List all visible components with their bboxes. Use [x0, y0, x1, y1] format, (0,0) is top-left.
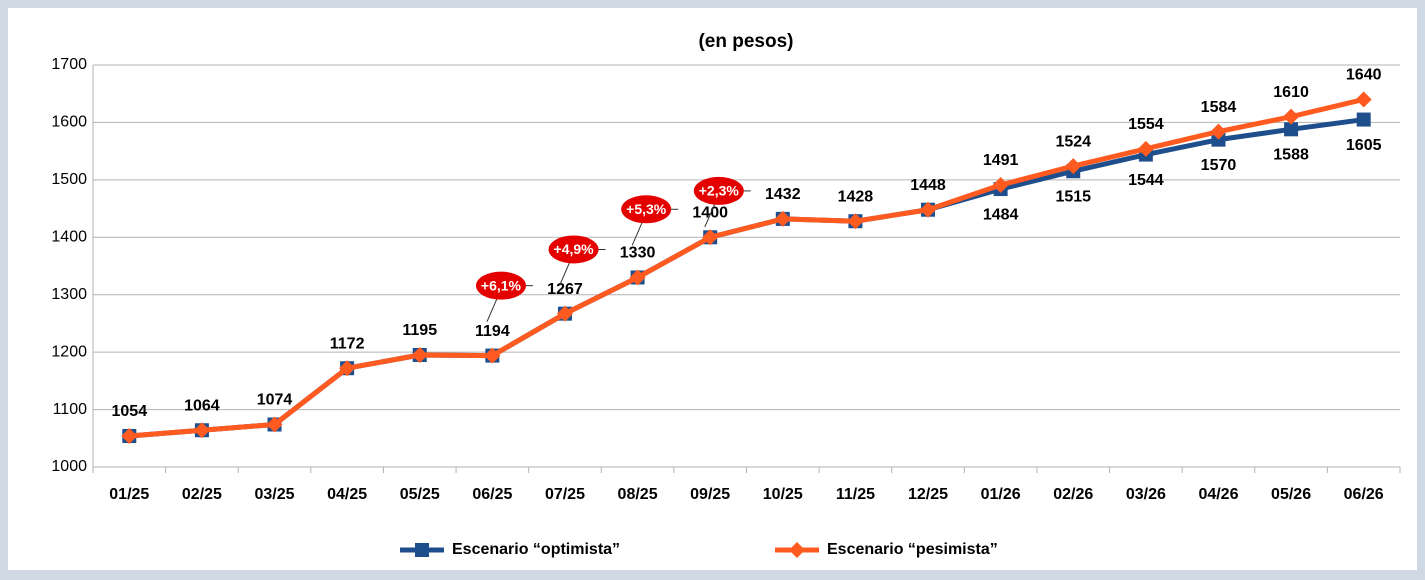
point-marker [920, 201, 937, 218]
point-marker [702, 229, 719, 246]
annotation-text: +4,9% [554, 241, 595, 257]
data-label: 1400 [692, 205, 728, 222]
annotation-bubble [693, 176, 744, 205]
data-label: 1491 [983, 152, 1019, 169]
series-line [129, 97, 1365, 439]
x-tick-label: 03/26 [1126, 486, 1166, 503]
point-marker [1210, 123, 1227, 140]
point-marker [1356, 112, 1371, 127]
point-marker [556, 305, 573, 322]
data-label: 1588 [1273, 147, 1309, 164]
annotation-bubble [475, 271, 526, 300]
point-marker [1137, 140, 1154, 157]
x-tick-label: 01/26 [981, 486, 1021, 503]
data-label: 1330 [620, 245, 656, 262]
annotation-text: +6,1% [481, 277, 522, 293]
x-tick-label: 04/26 [1198, 486, 1238, 503]
x-tick-label: 02/25 [182, 486, 222, 503]
point-marker [484, 347, 501, 364]
data-label: 1448 [910, 177, 946, 194]
x-tick-label: 07/25 [545, 486, 585, 503]
point-marker [339, 360, 356, 377]
data-label: 1074 [257, 392, 293, 409]
x-tick-label: 05/25 [400, 486, 440, 503]
point-marker [266, 416, 283, 433]
data-label: 1524 [1055, 133, 1091, 150]
annotation-leader [486, 298, 498, 322]
chart-panel [8, 8, 1417, 570]
data-label: 1432 [765, 186, 801, 203]
data-label: 1605 [1346, 137, 1382, 154]
data-label: 1064 [184, 397, 220, 414]
x-tick-label: 01/25 [109, 486, 149, 503]
point-marker [1355, 91, 1372, 108]
data-label: 1267 [547, 281, 583, 298]
data-label: 1195 [402, 322, 437, 339]
point-marker [847, 213, 864, 230]
data-label: 1194 [475, 323, 510, 340]
annotation-leader [704, 203, 716, 228]
data-label: 1544 [1128, 172, 1164, 189]
annotation-text: +2,3% [699, 183, 740, 199]
data-label: 1054 [112, 403, 148, 420]
annotation-bubble [621, 195, 672, 224]
x-tick-label: 10/25 [763, 486, 803, 503]
point-marker [411, 347, 428, 364]
point-marker [1284, 122, 1299, 137]
data-label: 1484 [983, 206, 1019, 223]
point-marker [992, 177, 1009, 194]
point-marker [1065, 158, 1082, 175]
legend-marker [415, 543, 429, 557]
x-tick-label: 05/26 [1271, 486, 1311, 503]
data-label: 1515 [1055, 188, 1091, 205]
y-tick-label: 1300 [51, 286, 87, 303]
y-tick-label: 1600 [51, 114, 87, 131]
annotation-leader [559, 262, 571, 286]
data-label: 1640 [1346, 67, 1382, 84]
data-label: 1610 [1273, 84, 1309, 101]
x-tick-label: 11/25 [836, 486, 875, 503]
x-tick-label: 12/25 [908, 486, 948, 503]
point-marker [1211, 132, 1226, 147]
data-label: 1428 [838, 188, 874, 205]
y-tick-label: 1700 [51, 56, 87, 73]
y-tick-label: 1000 [51, 458, 87, 475]
annotation-text: +5,3% [626, 201, 667, 217]
y-tick-label: 1400 [51, 229, 87, 246]
chart-title: (en pesos) [698, 31, 793, 52]
point-marker [121, 427, 138, 444]
point-marker [629, 269, 646, 286]
x-tick-label: 06/25 [472, 486, 512, 503]
point-marker [193, 422, 210, 439]
x-tick-label: 03/25 [255, 486, 295, 503]
data-label: 1584 [1201, 99, 1237, 116]
x-tick-label: 04/25 [327, 486, 367, 503]
legend-label: Escenario “optimista” [452, 541, 620, 558]
annotation-bubble [548, 235, 599, 264]
x-tick-label: 02/26 [1053, 486, 1093, 503]
annotation-leader [631, 222, 643, 246]
x-tick-label: 08/25 [618, 486, 658, 503]
y-tick-label: 1200 [51, 343, 87, 360]
y-tick-label: 1100 [53, 401, 88, 418]
data-label: 1172 [330, 335, 365, 352]
point-marker [774, 210, 791, 227]
legend-label: Escenario “pesimista” [827, 541, 998, 558]
data-label: 1554 [1128, 116, 1164, 133]
x-tick-label: 09/25 [690, 486, 730, 503]
legend-marker [789, 542, 805, 558]
point-marker [1283, 108, 1300, 125]
x-tick-label: 06/26 [1344, 486, 1384, 503]
y-tick-label: 1500 [51, 171, 87, 188]
data-label: 1570 [1201, 157, 1237, 174]
